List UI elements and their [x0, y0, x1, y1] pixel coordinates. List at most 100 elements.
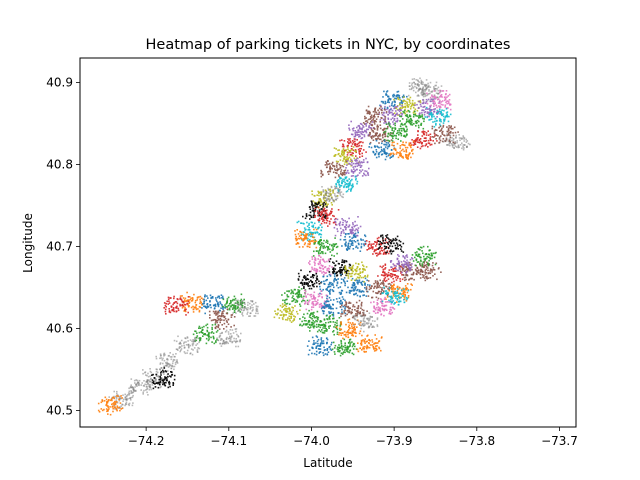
data-point [346, 310, 349, 312]
data-point [301, 284, 304, 286]
data-point [326, 269, 328, 272]
data-point [320, 340, 323, 342]
data-point [324, 272, 327, 274]
data-point [404, 285, 407, 287]
data-point [402, 242, 405, 245]
data-point [329, 288, 332, 291]
data-point [422, 86, 425, 88]
data-point [352, 127, 355, 129]
data-point [303, 227, 306, 229]
data-point [344, 220, 346, 222]
data-point [404, 100, 407, 103]
data-point [342, 268, 345, 271]
data-point [402, 267, 405, 270]
data-point [394, 244, 397, 247]
data-point [429, 257, 431, 259]
data-point [222, 312, 224, 315]
data-point [425, 106, 428, 109]
data-point [341, 348, 344, 351]
data-point [327, 163, 330, 166]
data-point [304, 277, 306, 279]
data-point [382, 280, 384, 282]
data-point [405, 150, 407, 152]
data-point [407, 154, 410, 156]
data-point [318, 323, 320, 326]
data-point [233, 337, 235, 340]
data-point [349, 229, 351, 231]
data-point [381, 242, 384, 245]
data-point [332, 261, 334, 264]
data-point [322, 323, 325, 326]
data-point [362, 276, 365, 279]
data-point [448, 138, 451, 141]
data-point [294, 316, 296, 318]
data-point [347, 226, 349, 228]
data-point [457, 131, 459, 133]
data-point [240, 305, 242, 307]
data-point [322, 189, 325, 191]
data-point [421, 94, 424, 97]
data-point [348, 178, 350, 180]
data-point [234, 328, 237, 330]
data-point [323, 306, 326, 308]
data-point [384, 127, 387, 130]
data-point [294, 230, 296, 232]
data-point [365, 286, 368, 288]
data-point [189, 352, 191, 355]
data-point [422, 95, 425, 98]
data-point [440, 129, 443, 131]
data-point [386, 294, 389, 296]
data-point [432, 102, 435, 104]
data-point [340, 321, 342, 323]
data-point [359, 347, 361, 350]
data-point [429, 133, 432, 136]
data-point [433, 115, 435, 118]
data-point [344, 314, 347, 317]
data-point [348, 289, 351, 292]
data-point [381, 292, 383, 295]
data-point [238, 309, 240, 311]
data-point [392, 132, 394, 135]
data-point [434, 90, 437, 92]
data-point [328, 220, 331, 223]
data-point [313, 285, 315, 288]
data-point [424, 144, 427, 147]
data-point [334, 243, 336, 246]
data-point [394, 270, 396, 272]
data-point [429, 86, 432, 88]
data-point [392, 263, 395, 265]
data-point [254, 315, 257, 317]
data-point [362, 347, 364, 350]
data-point [382, 102, 384, 104]
data-point [219, 321, 221, 324]
data-point [376, 255, 378, 257]
data-point [306, 221, 308, 224]
data-point [388, 301, 390, 303]
data-point [229, 338, 232, 341]
data-point [315, 353, 318, 356]
data-point [217, 339, 219, 341]
data-point [428, 90, 430, 92]
data-point [367, 110, 370, 113]
data-point [425, 134, 428, 136]
data-point [352, 146, 355, 148]
data-point [252, 308, 254, 311]
data-point [381, 336, 383, 338]
data-point [322, 327, 324, 329]
data-point [426, 255, 429, 258]
data-point [424, 269, 427, 272]
data-point [200, 297, 203, 299]
data-point [356, 143, 358, 146]
data-point [347, 138, 349, 140]
data-point [366, 120, 368, 122]
data-point [199, 306, 202, 309]
data-point [437, 110, 440, 113]
data-point [331, 314, 334, 316]
data-point [352, 288, 355, 290]
data-point [396, 91, 399, 93]
data-point [429, 105, 431, 107]
data-point [380, 235, 382, 238]
data-point [394, 297, 397, 299]
data-point [232, 298, 234, 301]
data-point [325, 294, 328, 297]
